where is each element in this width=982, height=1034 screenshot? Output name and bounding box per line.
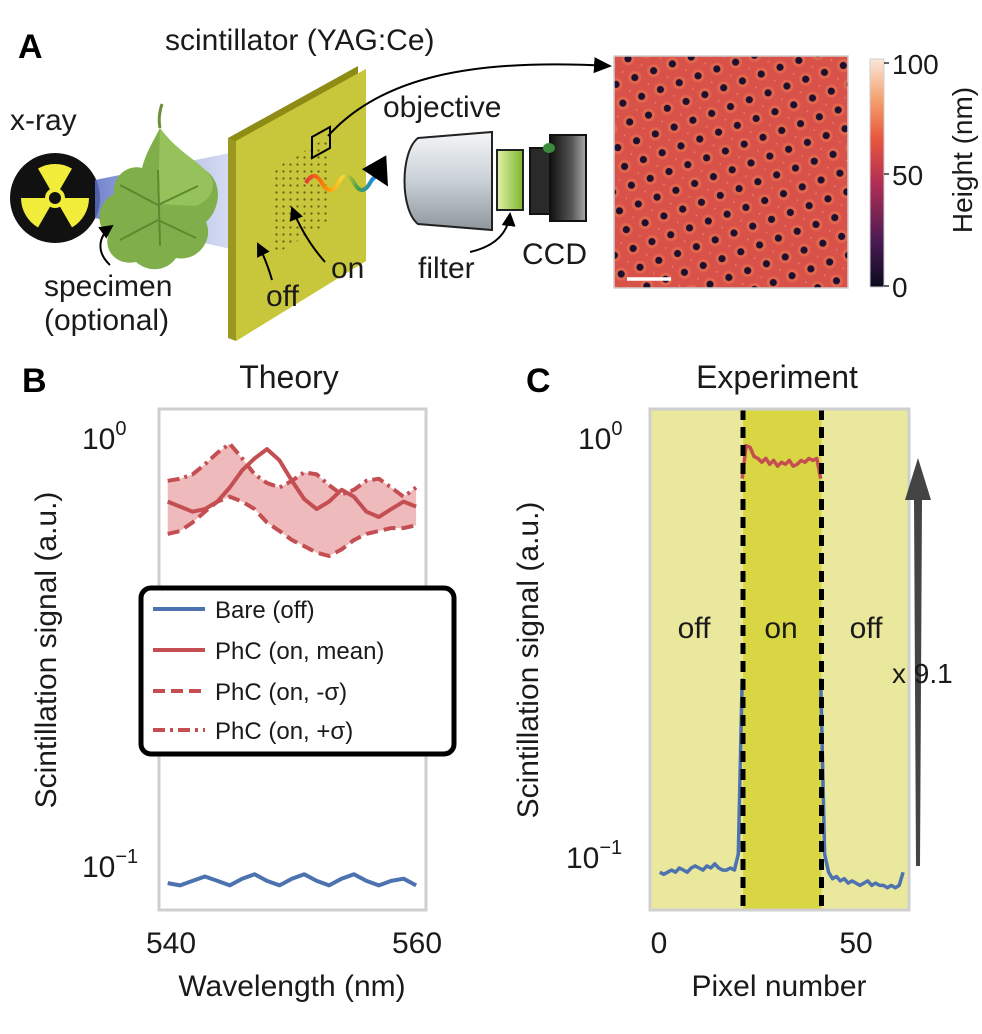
panel-c-letter: C <box>526 362 551 400</box>
region-label-off-left: off <box>678 612 711 645</box>
legend-entry-phc-minus: PhC (on, -σ) <box>215 679 347 706</box>
chart-c-region-1 <box>743 409 822 910</box>
legend-entry-bare: Bare (off) <box>215 597 315 624</box>
zoom-arrow <box>327 57 612 137</box>
chart-c-ytick-0: 100 <box>578 418 623 456</box>
chart-c-xtick-0: 0 <box>651 927 668 960</box>
colorbar-label: Height (nm) <box>947 87 978 233</box>
chart-c-region-0 <box>650 409 743 910</box>
chart-b-ytick-1: 10−1 <box>82 846 138 884</box>
panel-a-letter: A <box>18 28 43 66</box>
colorbar <box>869 58 885 288</box>
scintillator-plate <box>228 66 366 341</box>
chart-b-series-line-0 <box>167 872 418 888</box>
chart-b-ytick-0: 100 <box>82 418 127 456</box>
specimen-label: specimen <box>44 270 172 303</box>
afm-height-map <box>613 55 849 289</box>
chart-b-legend: Bare (off) PhC (on, mean) PhC (on, -σ) P… <box>138 585 457 757</box>
chart-b-xlabel: Wavelength (nm) <box>178 970 405 1003</box>
chart-c-series-line-2 <box>818 678 905 890</box>
chart-b-xtick-560: 560 <box>392 927 442 960</box>
emission-wave-icon <box>304 155 388 192</box>
panel-c: C Experiment off on off x 9.1 100 10−1 0… <box>512 359 953 1003</box>
chart-c-title: Experiment <box>696 359 858 395</box>
chart-b-sigma-band <box>167 443 417 556</box>
objective-label: objective <box>383 91 501 124</box>
chart-b-series-line-3 <box>167 441 418 499</box>
objective-lens-icon <box>403 130 493 232</box>
region-label-on: on <box>764 612 797 645</box>
on-label: on <box>331 252 364 285</box>
scintillator-label: scintillator (YAG:Ce) <box>165 24 435 57</box>
chart-c-series-line-1 <box>740 443 823 480</box>
panel-b-letter: B <box>22 362 47 400</box>
leaf-specimen-icon <box>99 103 218 270</box>
filter-label: filter <box>418 252 475 285</box>
xray-label: x-ray <box>10 104 77 137</box>
off-label: off <box>266 280 299 313</box>
chart-c-frame <box>648 407 911 912</box>
ccd-label: CCD <box>522 238 587 271</box>
chart-b-ylabel: Scintillation signal (a.u.) <box>30 492 63 809</box>
colorbar-tick-0: 0 <box>892 272 908 303</box>
chart-c-ylabel: Scintillation signal (a.u.) <box>512 502 545 819</box>
chart-b-xtick-540: 540 <box>146 927 196 960</box>
chart-b-series-line-2 <box>167 494 417 558</box>
chart-c-region-2 <box>821 409 909 910</box>
panel-a: A scintillator (YAG:Ce) x-ray objective <box>10 24 978 341</box>
chart-c-xtick-50: 50 <box>839 927 872 960</box>
chart-c-series-line-0 <box>658 678 744 877</box>
chart-c-ytick-1: 10−1 <box>566 837 622 875</box>
gain-annotation: x 9.1 <box>892 658 953 689</box>
gain-arrow <box>905 458 931 866</box>
colorbar-ticks: 100 50 0 <box>884 49 939 303</box>
colorbar-tick-50: 50 <box>892 160 923 191</box>
radiation-icon <box>10 153 100 243</box>
chart-c-xlabel: Pixel number <box>691 970 866 1003</box>
panel-b: B Theory 100 10−1 540 560 Wavelength (nm… <box>22 359 457 1003</box>
legend-entry-phc-mean: PhC (on, mean) <box>215 638 384 665</box>
chart-b-title: Theory <box>239 359 339 395</box>
legend-entry-phc-plus: PhC (on, +σ) <box>215 718 353 745</box>
colorbar-tick-100: 100 <box>892 49 939 80</box>
region-label-off-right: off <box>850 612 883 645</box>
specimen-sub-label: (optional) <box>44 304 169 337</box>
filter-icon <box>496 149 524 211</box>
ccd-camera-icon <box>529 134 587 222</box>
